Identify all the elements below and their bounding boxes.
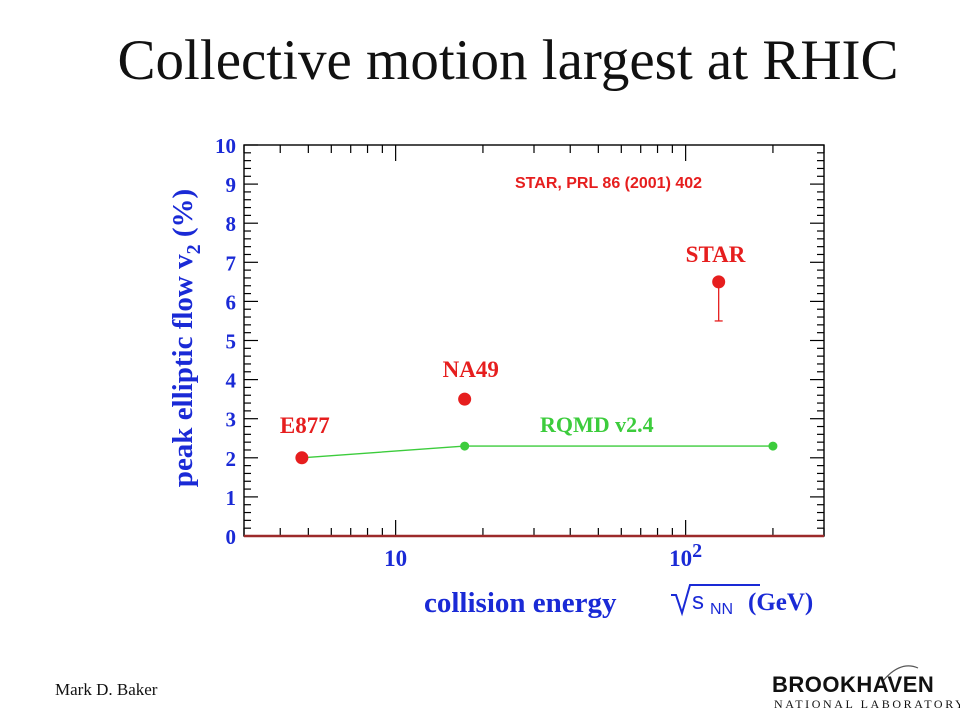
y-tick-label: 4 (226, 369, 237, 393)
y-axis-title: peak elliptic flow v2 (%) (167, 189, 205, 487)
plot-area (243, 144, 825, 537)
x-tick-label: 102 (669, 540, 702, 571)
x-axis-unit: (GeV) (748, 589, 813, 616)
y-tick-label: 8 (226, 212, 237, 236)
plot-frame (243, 144, 825, 537)
y-tick-label: 9 (226, 173, 237, 197)
y-tick-label: 6 (226, 290, 237, 314)
chart-annotation: STAR, PRL 86 (2001) 402 (515, 175, 702, 192)
y-tick-label: 7 (226, 251, 237, 275)
x-tick-label: 10 (384, 546, 407, 571)
logo-subtitle: NATIONAL LABORATORY (774, 697, 960, 711)
sqrt-symbol (671, 584, 760, 617)
logo-wordmark: BROOKHAVEN (772, 672, 935, 697)
data-point (712, 275, 726, 289)
svg-text:peak elliptic flow v2 (%): peak elliptic flow v2 (%) (167, 189, 205, 487)
y-tick-label: 3 (226, 408, 237, 432)
y-tick-label: 10 (215, 134, 236, 158)
y-tick-label: 1 (226, 486, 237, 510)
experiment-series: E877 NA49 STAR (280, 242, 746, 465)
model-point (460, 441, 470, 451)
y-axis-label: peak elliptic flow v (167, 254, 199, 487)
model-line (301, 445, 773, 459)
data-label: E877 (280, 413, 330, 438)
author-name: Mark D. Baker (55, 680, 158, 699)
x-axis-title: collision energy s NN (GeV) (424, 584, 813, 619)
brookhaven-logo: BROOKHAVEN NATIONAL LABORATORY (770, 665, 960, 716)
x-tick-label-exponent: 2 (692, 540, 702, 562)
y-tick-label: 5 (226, 330, 237, 354)
data-point (295, 451, 309, 465)
axis-ticks (243, 144, 825, 537)
model-point (768, 441, 778, 451)
logo-swoosh-icon (881, 665, 919, 683)
y-tick-label: 2 (226, 447, 237, 471)
y-axis-label-unit: (%) (167, 189, 199, 245)
y-axis-label-sub: 2 (183, 244, 205, 254)
data-label: STAR (686, 242, 746, 267)
x-tick-labels: 10 102 (384, 540, 702, 571)
data-point (458, 392, 472, 406)
slide-title: Collective motion largest at RHIC (117, 29, 899, 92)
y-tick-labels: 0 1 2 3 4 5 6 7 8 9 10 (215, 134, 237, 549)
flow-chart: 0 1 2 3 4 5 6 7 8 9 10 10 102 RQMD v2.4 E877 NA49 STA… (167, 134, 825, 619)
x-axis-label: collision energy (424, 587, 617, 619)
y-tick-label: 0 (226, 525, 237, 549)
model-label: RQMD v2.4 (540, 412, 654, 437)
x-axis-sqrt-s: s (692, 588, 704, 615)
data-label: NA49 (443, 357, 499, 382)
x-axis-sqrt-sub: NN (710, 601, 733, 618)
model-series: RQMD v2.4 (301, 412, 778, 459)
